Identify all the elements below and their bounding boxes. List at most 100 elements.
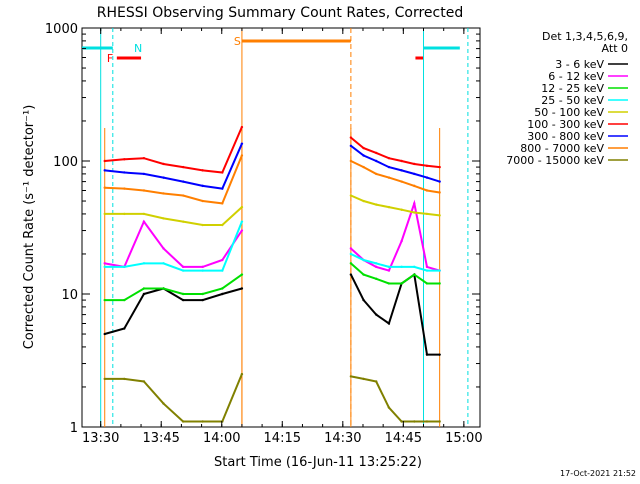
series-point-0 [221, 292, 224, 296]
series-point-4 [413, 211, 416, 214]
series-line-6 [104, 143, 243, 190]
series-point-5 [142, 156, 146, 160]
series-point-5 [221, 171, 224, 174]
series-point-5 [387, 156, 391, 160]
series-point-6 [413, 172, 416, 176]
series-point-1 [162, 247, 165, 250]
flag-label-f: F [107, 52, 113, 65]
flag-bars: N F S [82, 35, 460, 65]
series-point-4 [142, 212, 146, 216]
series-line-4 [350, 194, 440, 217]
legend-label-4: 50 - 100 keV [534, 106, 604, 119]
series-point-5 [438, 165, 441, 169]
series-point-1 [201, 265, 204, 269]
series-point-6 [142, 172, 146, 176]
series-point-7 [438, 191, 441, 194]
series-point-6 [362, 154, 365, 157]
series-point-2 [103, 298, 106, 302]
series-point-6 [425, 176, 429, 179]
series-point-1 [400, 239, 403, 243]
series-line-1 [104, 219, 243, 269]
series-point-6 [400, 169, 403, 172]
series-point-2 [142, 287, 146, 290]
series-point-8 [387, 406, 391, 409]
series-point-0 [375, 313, 378, 316]
series-line-3 [350, 253, 440, 272]
series-point-2 [400, 282, 403, 285]
series-line-0 [350, 272, 440, 356]
series-point-7 [142, 189, 146, 192]
x-tick-label: 13:45 [142, 431, 179, 446]
series-point-1 [103, 262, 106, 265]
series-point-3 [425, 269, 429, 272]
legend-label-1: 6 - 12 keV [548, 70, 604, 83]
series-point-3 [162, 262, 165, 265]
footer-timestamp: 17-Oct-2021 21:52 [560, 469, 636, 478]
series-point-4 [123, 212, 126, 216]
series-point-1 [375, 265, 378, 269]
series-point-7 [123, 187, 126, 190]
series-point-2 [240, 273, 244, 276]
series-point-4 [162, 217, 165, 220]
flag-label-n: N [134, 42, 142, 55]
x-tick-label: 14:30 [324, 431, 361, 446]
series-point-1 [425, 265, 429, 269]
series-point-0 [349, 273, 353, 276]
series-line-4 [104, 206, 243, 226]
series-point-7 [240, 154, 244, 157]
flag-label-s: S [234, 35, 241, 48]
legend-label-2: 12 - 25 keV [541, 82, 604, 95]
x-tick-label: 14:00 [203, 431, 240, 446]
series-point-8 [103, 377, 106, 381]
series-point-4 [438, 214, 441, 217]
series-point-0 [362, 298, 365, 302]
series-point-2 [375, 277, 378, 281]
series-point-0 [201, 298, 204, 302]
series-point-8 [362, 377, 365, 381]
series-point-0 [425, 353, 429, 356]
y-tick-label: 100 [53, 155, 78, 170]
y-tick-label: 10 [61, 288, 78, 303]
series-point-7 [400, 180, 403, 183]
series-point-3 [103, 265, 106, 269]
series-point-3 [349, 252, 353, 256]
series-point-6 [123, 171, 126, 174]
legend-label-6: 300 - 800 keV [527, 130, 604, 143]
series-point-6 [181, 180, 185, 183]
series-point-8 [438, 420, 441, 423]
series-line-7 [104, 155, 243, 205]
series-point-1 [413, 202, 416, 205]
series-point-2 [349, 262, 353, 265]
series-point-2 [201, 292, 204, 296]
legend-label-7: 800 - 7000 keV [520, 142, 604, 155]
series-point-5 [362, 146, 365, 150]
series-point-8 [400, 420, 403, 423]
legend-title-line-1: Det 1,3,4,5,6,9, [542, 30, 628, 43]
y-tick-label: 1 [70, 421, 78, 436]
series-point-5 [181, 165, 185, 169]
series-point-4 [349, 194, 353, 197]
series-point-4 [181, 220, 185, 223]
series-point-4 [400, 208, 403, 211]
legend-label-0: 3 - 6 keV [555, 58, 604, 71]
series-point-1 [142, 220, 146, 223]
series-point-3 [123, 265, 126, 269]
legend-label-8: 7000 - 15000 keV [506, 154, 604, 167]
series-point-4 [240, 205, 244, 209]
series-point-3 [413, 265, 416, 269]
series-point-6 [387, 165, 391, 169]
series-point-7 [349, 159, 353, 163]
series-point-4 [425, 212, 429, 216]
series-point-6 [201, 184, 204, 188]
series-point-1 [221, 258, 224, 262]
series-point-2 [181, 292, 185, 296]
series-point-4 [362, 199, 365, 203]
x-tick-label: 14:45 [385, 431, 422, 446]
y-axis: 1 10 100 1000 [45, 22, 480, 436]
series-point-7 [221, 202, 224, 205]
series-point-2 [387, 282, 391, 285]
x-tick-label: 14:15 [264, 431, 301, 446]
series-point-0 [438, 353, 441, 356]
